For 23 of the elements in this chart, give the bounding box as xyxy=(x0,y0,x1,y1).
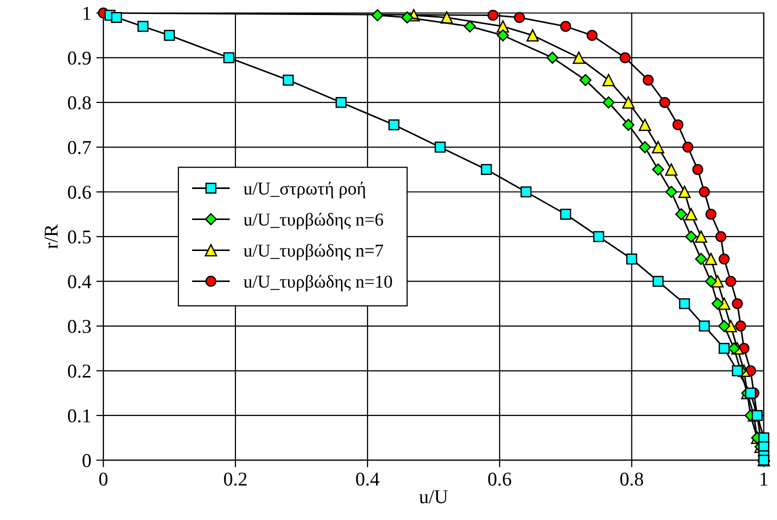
x-axis-title: u/U xyxy=(419,490,448,504)
y-tick-label: 0.2 xyxy=(68,364,90,378)
x-tick-label: 0 xyxy=(99,472,108,486)
y-tick-label: 0.3 xyxy=(68,320,91,334)
x-tick-label: 1 xyxy=(760,472,768,486)
x-tick-label: 0.4 xyxy=(356,472,380,486)
y-tick-label: 0.1 xyxy=(68,409,90,423)
x-tick-label: 0.6 xyxy=(488,472,512,486)
x-tick-label: 0.2 xyxy=(224,472,247,486)
legend-label: u/U_τυρβώδης n=10 xyxy=(244,274,392,292)
y-tick-label: 0.9 xyxy=(68,52,91,65)
legend-label: u/U_τυρβώδης n=6 xyxy=(244,212,384,230)
legend-label: u/U_στρωτή ροή xyxy=(244,182,366,198)
y-tick-label: 0 xyxy=(82,454,91,468)
x-tick-label: 0.8 xyxy=(620,472,644,486)
legend-label: u/U_τυρβώδης n=7 xyxy=(244,244,384,260)
y-tick-label: 0.4 xyxy=(68,275,92,288)
y-tick-label: 0.7 xyxy=(68,140,91,154)
y-tick-label: 0.8 xyxy=(68,96,91,110)
y-tick-label: 0.5 xyxy=(68,230,91,244)
y-tick-label: 0.6 xyxy=(68,186,91,199)
y-axis-title: r/R xyxy=(44,224,58,249)
y-tick-label: 1 xyxy=(84,6,90,20)
